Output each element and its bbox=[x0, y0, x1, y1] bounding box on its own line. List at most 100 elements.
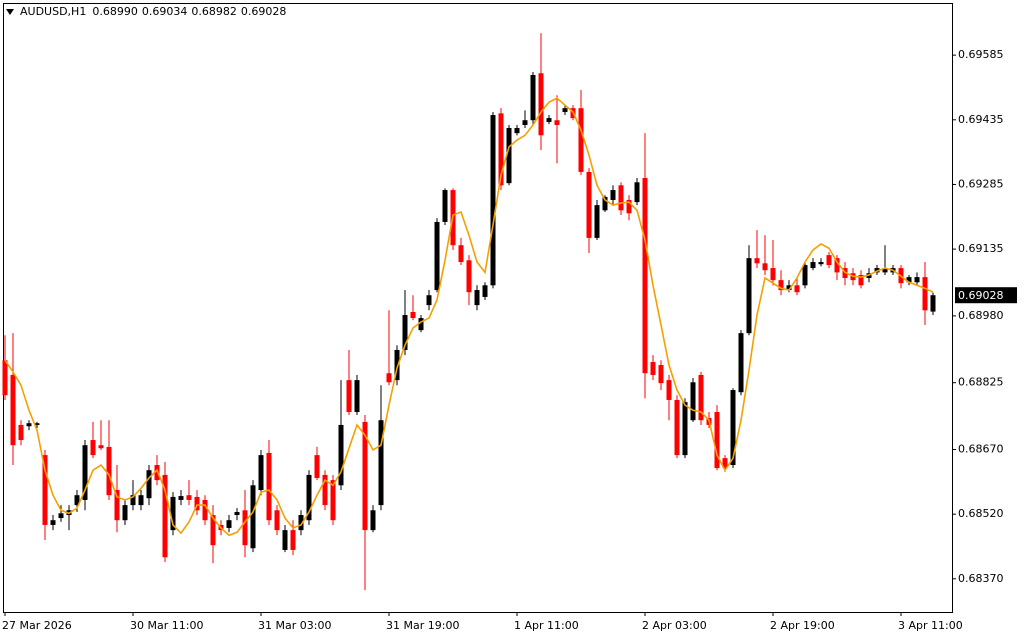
candle-body bbox=[50, 520, 56, 525]
candle-body bbox=[426, 295, 432, 306]
candle-body bbox=[274, 510, 280, 531]
y-tick-label: 0.69585 bbox=[958, 48, 1004, 61]
candle-body bbox=[554, 120, 560, 125]
y-tick-label: 0.68825 bbox=[958, 376, 1004, 389]
candle-body bbox=[122, 505, 128, 521]
candle-body bbox=[458, 245, 464, 263]
candle-body bbox=[146, 470, 152, 499]
candle-body bbox=[722, 458, 728, 469]
x-tick-label: 1 Apr 11:00 bbox=[514, 619, 579, 632]
candle-body bbox=[386, 373, 392, 383]
candle-body bbox=[130, 495, 136, 506]
candle-body bbox=[354, 380, 360, 413]
candle-body bbox=[394, 349, 400, 381]
candle-body bbox=[858, 274, 864, 286]
header-open: 0.68990 bbox=[92, 5, 138, 18]
x-tick-label: 30 Mar 11:00 bbox=[130, 619, 203, 632]
candle-body bbox=[578, 108, 584, 172]
candle-body bbox=[186, 495, 192, 500]
candle-body bbox=[738, 333, 744, 393]
header-high: 0.69034 bbox=[142, 5, 188, 18]
candle-body bbox=[514, 127, 520, 134]
candle-body bbox=[770, 268, 776, 281]
candle-body bbox=[258, 455, 264, 491]
chart-header: AUDUSD,H1 0.68990 0.69034 0.68982 0.69028 bbox=[20, 5, 286, 18]
candle-body bbox=[106, 446, 112, 496]
candle-body bbox=[170, 496, 176, 531]
y-tick-label: 0.69435 bbox=[958, 113, 1004, 126]
candle-body bbox=[194, 496, 200, 511]
y-tick-label: 0.68520 bbox=[958, 507, 1004, 520]
candle-body bbox=[594, 205, 600, 238]
candle-body bbox=[754, 258, 760, 264]
candle-body bbox=[874, 268, 880, 273]
candle-body bbox=[306, 474, 312, 521]
candle-body bbox=[562, 108, 568, 113]
candle-body bbox=[914, 277, 920, 283]
y-tick-label: 0.69285 bbox=[958, 177, 1004, 190]
candle-body bbox=[762, 263, 768, 271]
candle-body bbox=[498, 113, 504, 186]
candle-body bbox=[338, 424, 344, 486]
x-tick-label: 27 Mar 2026 bbox=[2, 619, 72, 632]
candle-body bbox=[922, 277, 928, 311]
candle-body bbox=[650, 362, 656, 375]
candle-body bbox=[658, 365, 664, 384]
candle-body bbox=[98, 445, 104, 449]
candle-body bbox=[690, 382, 696, 421]
candle-body bbox=[778, 280, 784, 291]
candle-body bbox=[642, 177, 648, 374]
candle-body bbox=[906, 277, 912, 283]
candle-body bbox=[234, 512, 240, 516]
candle-body bbox=[530, 74, 536, 121]
candle-body bbox=[610, 190, 616, 200]
candle-body bbox=[522, 120, 528, 125]
y-tick-label: 0.68670 bbox=[958, 443, 1004, 456]
candle-body bbox=[586, 171, 592, 238]
candle-body bbox=[42, 455, 48, 525]
candle-body bbox=[322, 474, 328, 506]
candle-body bbox=[674, 399, 680, 456]
candle-body bbox=[490, 115, 496, 286]
candle-body bbox=[58, 513, 64, 519]
candle-body bbox=[114, 490, 120, 521]
candle-body bbox=[138, 495, 144, 506]
menu-triangle[interactable] bbox=[6, 9, 14, 15]
candle-body bbox=[418, 318, 424, 331]
candle-body bbox=[346, 380, 352, 413]
candle-body bbox=[18, 424, 24, 441]
y-tick-label: 0.69135 bbox=[958, 242, 1004, 255]
candle-body bbox=[362, 421, 368, 531]
y-tick-label: 0.68370 bbox=[958, 572, 1004, 585]
candle-body bbox=[154, 465, 160, 481]
candle-body bbox=[402, 315, 408, 350]
candle-body bbox=[802, 265, 808, 286]
x-tick-label: 31 Mar 03:00 bbox=[258, 619, 331, 632]
candle-body bbox=[2, 360, 8, 396]
candle-body bbox=[82, 445, 88, 500]
plot-frame bbox=[3, 3, 953, 613]
candle-body bbox=[602, 196, 608, 211]
candle-body bbox=[682, 402, 688, 456]
header-low: 0.68982 bbox=[191, 5, 237, 18]
candle-body bbox=[434, 221, 440, 291]
candle-body bbox=[242, 510, 248, 546]
candle-body bbox=[786, 285, 792, 291]
header-close: 0.69028 bbox=[241, 5, 287, 18]
candle-body bbox=[930, 295, 936, 312]
x-tick-label: 2 Apr 19:00 bbox=[770, 619, 835, 632]
candle-body bbox=[506, 127, 512, 184]
candle-body bbox=[538, 73, 544, 136]
candle-body bbox=[314, 455, 320, 478]
candle-body bbox=[730, 390, 736, 466]
candle-body bbox=[794, 285, 800, 293]
x-tick-label: 31 Mar 19:00 bbox=[386, 619, 459, 632]
x-tick-label: 2 Apr 03:00 bbox=[642, 619, 707, 632]
x-tick-label: 3 Apr 11:00 bbox=[898, 619, 963, 632]
current-price-label: 0.69028 bbox=[958, 289, 1004, 302]
candle-body bbox=[10, 374, 16, 446]
candle-body bbox=[410, 312, 416, 319]
candle-body bbox=[282, 530, 288, 550]
candle-body bbox=[746, 258, 752, 334]
